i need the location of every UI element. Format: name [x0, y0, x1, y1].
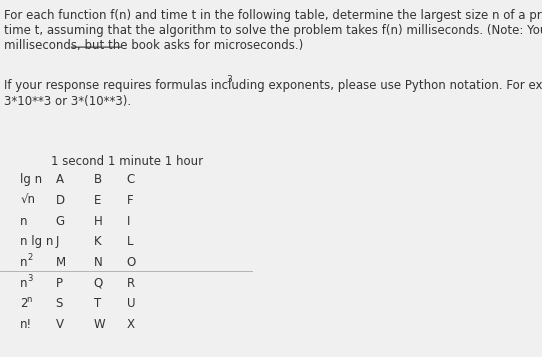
Text: 1 second 1 minute 1 hour: 1 second 1 minute 1 hour: [50, 155, 203, 168]
Text: X: X: [127, 318, 135, 331]
Text: B: B: [94, 173, 102, 186]
Text: G: G: [56, 215, 65, 227]
Text: N: N: [94, 256, 102, 269]
Text: A: A: [56, 173, 64, 186]
Text: H: H: [94, 215, 102, 227]
Text: R: R: [127, 277, 135, 290]
Text: C: C: [127, 173, 135, 186]
Text: U: U: [127, 297, 135, 310]
Text: 3*10**3 or 3*(10**3).: 3*10**3 or 3*(10**3).: [4, 95, 131, 107]
Text: T: T: [94, 297, 101, 310]
Text: F: F: [127, 194, 133, 207]
Text: S: S: [56, 297, 63, 310]
Text: √n: √n: [20, 194, 35, 207]
Text: 3: 3: [226, 75, 232, 84]
Text: If your response requires formulas including exponents, please use Python notati: If your response requires formulas inclu…: [4, 79, 542, 92]
Text: n: n: [20, 277, 28, 290]
Text: n: n: [20, 215, 28, 227]
Text: For each function f(n) and time t in the following table, determine the largest : For each function f(n) and time t in the…: [4, 9, 542, 52]
Text: V: V: [56, 318, 64, 331]
Text: n!: n!: [20, 318, 33, 331]
Text: O: O: [127, 256, 136, 269]
Text: Q: Q: [94, 277, 103, 290]
Text: P: P: [56, 277, 63, 290]
Text: 2: 2: [20, 297, 28, 310]
Text: J: J: [56, 235, 59, 248]
Text: 3: 3: [27, 274, 33, 283]
Text: M: M: [56, 256, 66, 269]
Text: n lg n: n lg n: [20, 235, 54, 248]
Text: n: n: [20, 256, 28, 269]
Text: D: D: [56, 194, 65, 207]
Text: lg n: lg n: [20, 173, 42, 186]
Text: K: K: [94, 235, 101, 248]
Text: n: n: [26, 295, 31, 303]
Text: I: I: [127, 215, 130, 227]
Text: W: W: [94, 318, 105, 331]
Text: 2: 2: [27, 253, 33, 262]
Text: L: L: [127, 235, 133, 248]
Text: E: E: [94, 194, 101, 207]
